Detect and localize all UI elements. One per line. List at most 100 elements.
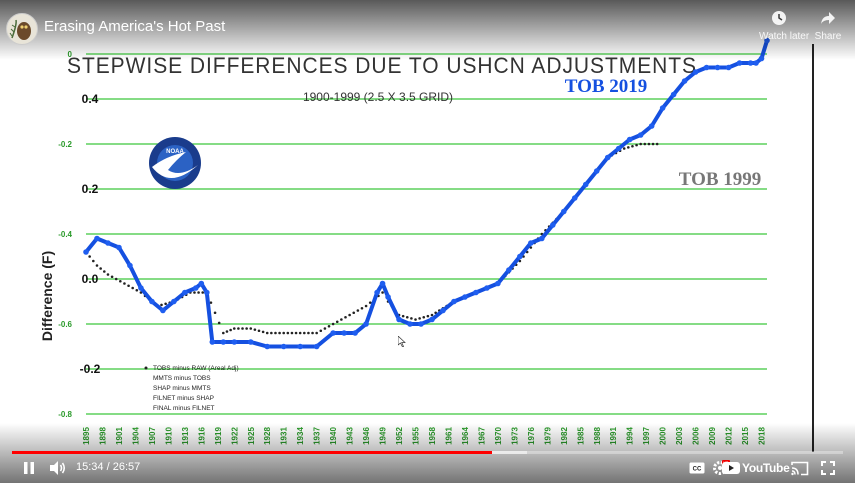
closed-captions-icon: CC <box>689 462 705 474</box>
tob-2019-point <box>626 136 633 143</box>
cast-button[interactable] <box>790 458 810 478</box>
tob-1999-point <box>298 331 302 335</box>
tob-1999-point <box>88 255 91 258</box>
tob-1999-point <box>110 275 114 279</box>
tob-1999-point <box>249 327 253 330</box>
tob-1999-point <box>221 331 225 335</box>
fullscreen-button[interactable] <box>819 458 837 478</box>
tob-2019-point <box>451 298 457 305</box>
tob-1999-point <box>635 143 638 147</box>
tob-2019-point <box>670 91 677 98</box>
tob-2019-point <box>593 168 600 174</box>
tob-1999-point <box>123 282 126 285</box>
tob-2019-point <box>209 339 216 345</box>
tob-2019-point <box>528 240 534 246</box>
channel-avatar[interactable] <box>6 13 38 45</box>
youtube-logo-button[interactable]: YouTube <box>722 459 790 477</box>
tob-1999-point <box>627 146 630 149</box>
tob-1999-point <box>232 327 236 330</box>
tob-2019-point <box>127 262 133 269</box>
tob-1999-point <box>307 331 310 335</box>
tob-1999-point <box>278 331 281 335</box>
tob-2019-point <box>681 78 688 84</box>
tob-1999-point <box>344 315 347 319</box>
series-label-tob-1999: TOB 1999 <box>679 169 762 190</box>
tob-2019-point <box>560 208 567 215</box>
tob-1999-point <box>418 317 421 320</box>
youtube-label: YouTube <box>742 461 790 475</box>
tob-2019-point <box>692 69 699 75</box>
tob-2019-point <box>198 280 205 287</box>
tob-2019-point <box>462 294 468 300</box>
tob-2019-point <box>615 145 622 152</box>
tob-1999-point <box>319 329 323 333</box>
pause-button[interactable] <box>20 458 38 478</box>
tob-2019-point <box>736 60 743 66</box>
tob-2019-point <box>352 330 358 336</box>
tob-2019-point <box>571 195 578 201</box>
current-time: 15:34 <box>76 461 104 473</box>
tob-1999-point <box>631 144 634 148</box>
tob-2019-point <box>280 343 287 350</box>
tob-2019-point <box>204 289 210 296</box>
tob-1999-point <box>651 142 655 146</box>
tob-1999-point <box>131 286 134 290</box>
tob-2019-point <box>714 64 721 71</box>
tob-2019-point <box>138 285 144 291</box>
tob-1999-point <box>327 324 331 328</box>
tob-1999-point <box>340 318 343 321</box>
tob-2019-point <box>231 339 238 345</box>
tob-1999-point <box>164 302 167 306</box>
tob-2019-point <box>116 244 122 251</box>
top-gradient <box>0 0 855 60</box>
tob-1999-point <box>331 322 335 326</box>
tob-1999-point <box>426 314 430 318</box>
subtitles-button[interactable]: CC <box>688 458 706 478</box>
tob-1999-point <box>274 331 277 335</box>
watch-later-label: Watch later <box>759 31 810 42</box>
tob-2019-point <box>582 181 589 188</box>
share-button[interactable]: Share <box>808 10 848 42</box>
watch-later-button[interactable]: Watch later <box>759 10 810 42</box>
tob-1999-point <box>290 331 294 335</box>
tob-2019-point <box>429 316 435 323</box>
tob-2019-point <box>264 343 271 350</box>
tob-1999-point <box>106 273 110 276</box>
tob-2019-point <box>313 343 320 350</box>
tob-1999-point <box>257 329 261 333</box>
legend-item: MMTS minus TOBS <box>153 375 211 382</box>
tob-1999-point <box>92 259 95 263</box>
tob-2019-point <box>703 64 710 71</box>
y-tick-label: -0.8 <box>58 410 72 419</box>
progress-bar[interactable] <box>12 451 843 454</box>
tob-1999-point <box>135 288 139 292</box>
tob-1999-point <box>352 311 356 315</box>
tob-1999-point <box>265 331 269 335</box>
tob-1999-point <box>261 330 265 334</box>
tob-1999-point <box>127 284 130 288</box>
tob-1999-point <box>217 321 221 325</box>
volume-button[interactable] <box>48 458 68 478</box>
fullscreen-icon <box>821 461 835 475</box>
video-title[interactable]: Erasing America's Hot Past <box>44 18 226 35</box>
tob-2019-point <box>182 289 188 296</box>
tob-1999-point <box>430 313 434 317</box>
tob-2019-point <box>495 280 501 287</box>
y-tick-label: -0.2 <box>58 140 72 149</box>
legend: TOBS minus RAW (Areal Adj) MMTS minus TO… <box>144 365 239 412</box>
progress-played <box>12 451 493 454</box>
tob-2019-point <box>94 235 100 242</box>
tob-1999-point <box>225 330 229 333</box>
tob-1999-point <box>241 327 244 330</box>
tob-2019-point <box>193 285 199 291</box>
tob-2019-point <box>220 339 227 345</box>
tob-1999-point <box>364 304 368 308</box>
tob-1999-point <box>114 277 118 281</box>
legend-item: SHAP minus MMTS <box>153 385 211 392</box>
tob-2019-point <box>550 222 556 228</box>
tob-2019-point <box>171 298 177 305</box>
tob-2019-point <box>247 339 254 345</box>
legend-item: FINAL minus FILNET <box>153 405 215 412</box>
share-label: Share <box>814 31 842 42</box>
